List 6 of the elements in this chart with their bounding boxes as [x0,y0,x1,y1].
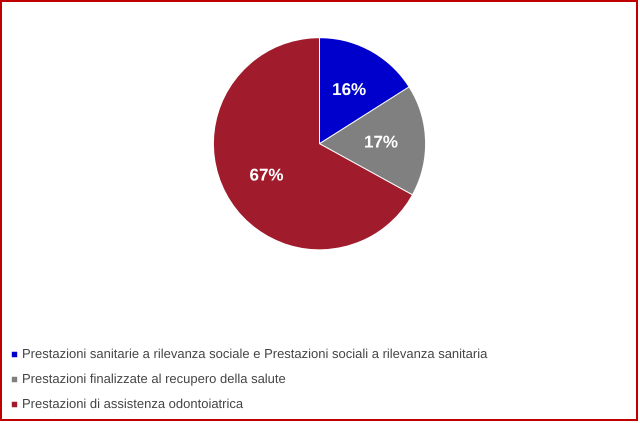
data-label: 16% [332,80,366,100]
legend-label: Prestazioni di assistenza odontoiatrica [22,396,244,411]
data-label: 17% [364,132,398,152]
data-label: 67% [250,166,284,185]
legend-label: Prestazioni finalizzate al recupero della salute [22,371,286,386]
legend-label: Prestazioni sanitarie a rilevanza sociale e Prestazioni sociali a rilevanza sanitaria [22,346,488,361]
